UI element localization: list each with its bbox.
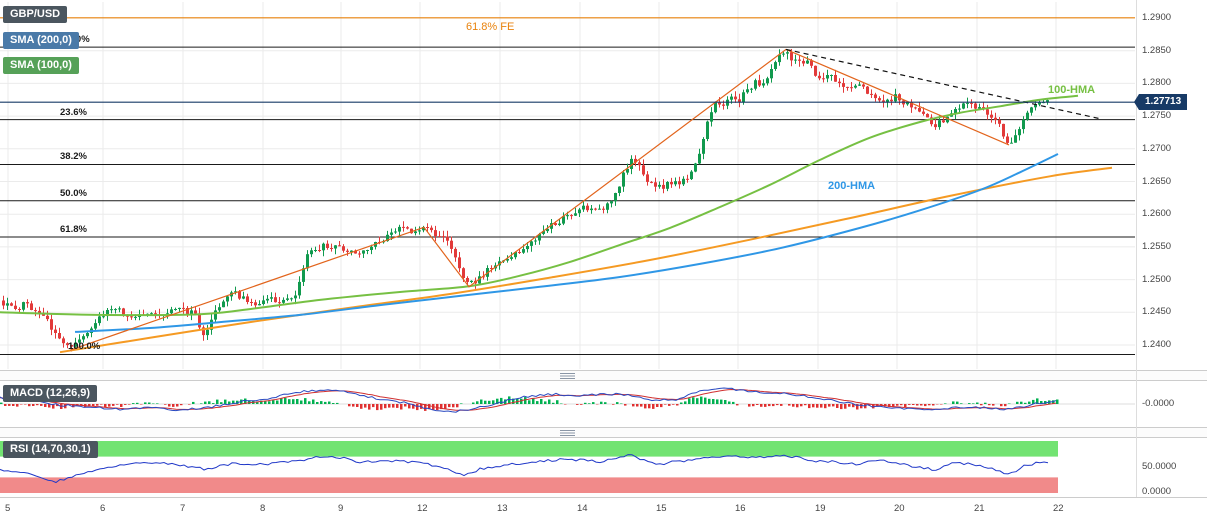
hma200-line-label: 200-HMA: [828, 180, 876, 192]
price-axis-separator: [1136, 0, 1137, 497]
rsi-panel-splitter[interactable]: [0, 427, 1207, 438]
last-price-badge: 1.27713: [1133, 94, 1188, 110]
time-axis: [0, 497, 1207, 526]
rsi-axis-value-0: 0.0000: [1142, 486, 1172, 497]
last-price-value: 1.27713: [1145, 96, 1182, 107]
sma100-indicator-badge[interactable]: SMA (100,0): [3, 57, 79, 74]
splitter-handle-icon[interactable]: [560, 373, 575, 379]
macd-axis-value: -0.0000: [1142, 398, 1175, 409]
rsi-axis-value-50: 50.0000: [1142, 461, 1177, 472]
hma100-line-label: 100-HMA: [1048, 84, 1096, 96]
rsi-indicator-badge[interactable]: RSI (14,70,30,1): [3, 441, 98, 458]
symbol-badge[interactable]: GBP/USD: [3, 6, 68, 23]
macd-panel-splitter[interactable]: [0, 370, 1207, 381]
splitter-handle-icon[interactable]: [560, 430, 575, 436]
sma200-indicator-badge[interactable]: SMA (200,0): [3, 32, 79, 49]
macd-indicator-badge[interactable]: MACD (12,26,9): [3, 385, 98, 402]
